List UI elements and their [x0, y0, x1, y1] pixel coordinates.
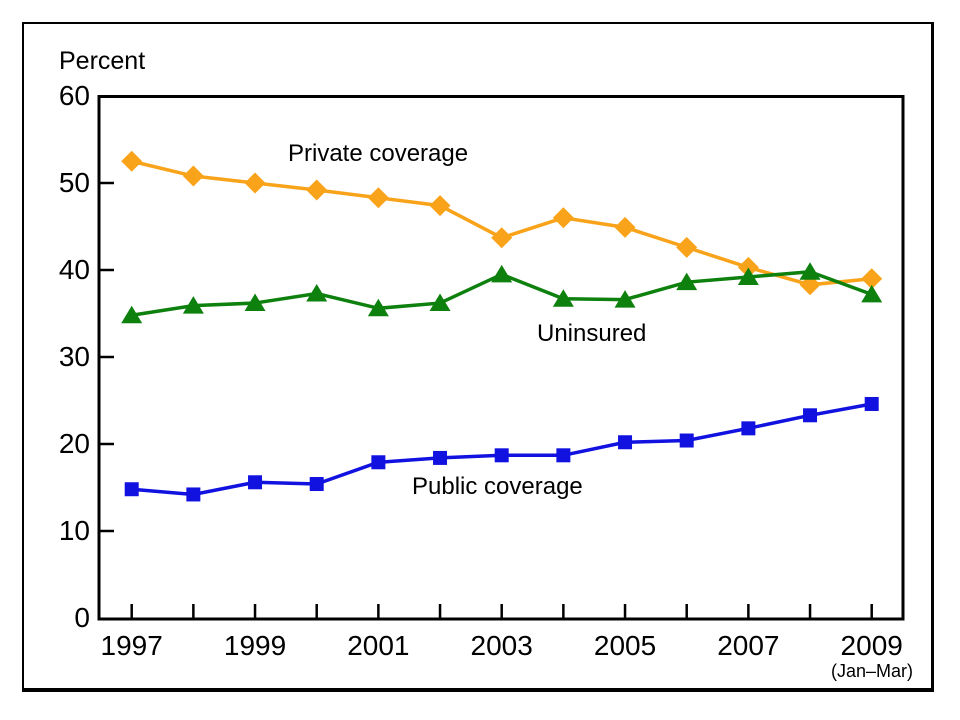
square-marker-public-coverage: [741, 421, 756, 436]
y-tick-label-40: 40: [58, 254, 90, 285]
triangle-marker-uninsured: [552, 289, 574, 307]
diamond-marker-private-coverage: [552, 207, 574, 229]
square-marker-public-coverage: [124, 482, 139, 497]
square-marker-public-coverage: [371, 455, 386, 470]
x-tick-label-1999: 1999: [223, 630, 287, 661]
y-axis-ticks: [100, 181, 114, 533]
diamond-marker-private-coverage: [306, 179, 328, 201]
square-marker-public-coverage: [494, 448, 509, 463]
diamond-marker-private-coverage: [676, 236, 698, 258]
triangle-marker-uninsured: [861, 284, 883, 303]
diamond-marker-private-coverage: [429, 195, 451, 217]
diamond-marker-private-coverage: [614, 216, 636, 238]
x-tick-label-1997: 1997: [100, 630, 163, 661]
x-tick-label-2009: 2009: [840, 630, 903, 661]
diamond-marker-private-coverage: [244, 172, 266, 194]
triangle-marker-uninsured: [182, 296, 204, 314]
diamond-marker-private-coverage: [182, 165, 204, 187]
plot-area-border: [97, 95, 905, 621]
x-axis-ticks: [130, 604, 873, 618]
square-marker-public-coverage: [556, 448, 571, 463]
series-public-coverage: [124, 396, 879, 502]
y-tick-label-0: 0: [74, 602, 90, 633]
square-marker-public-coverage: [433, 450, 448, 465]
diamond-marker-private-coverage: [737, 256, 759, 278]
triangle-marker-uninsured: [614, 290, 636, 308]
triangle-marker-uninsured: [121, 305, 143, 324]
square-marker-public-coverage: [679, 433, 694, 448]
diamond-marker-private-coverage: [367, 187, 389, 209]
y-axis-title: Percent: [59, 47, 146, 75]
diamond-marker-private-coverage: [861, 268, 883, 290]
y-tick-label-50: 50: [58, 167, 90, 198]
square-marker-public-coverage: [864, 396, 879, 411]
triangle-marker-uninsured: [737, 267, 759, 285]
triangle-marker-uninsured: [429, 293, 451, 312]
diamond-marker-private-coverage: [121, 150, 143, 172]
y-tick-label-30: 30: [58, 341, 90, 372]
triangle-marker-uninsured: [799, 262, 821, 280]
square-marker-public-coverage: [186, 487, 201, 502]
figure-border: [22, 22, 934, 692]
y-tick-label-20: 20: [58, 428, 90, 459]
triangle-marker-uninsured: [306, 283, 328, 302]
x-tick-label-2001: 2001: [347, 630, 410, 661]
x-tick-label-2007: 2007: [717, 630, 780, 661]
square-marker-public-coverage: [618, 435, 633, 450]
x-axis-period-note: (Jan–Mar): [830, 661, 914, 681]
square-marker-public-coverage: [309, 477, 324, 492]
square-marker-public-coverage: [248, 475, 263, 490]
y-tick-label-10: 10: [58, 515, 90, 546]
series-label-private-coverage: Private coverage: [288, 140, 469, 167]
triangle-marker-uninsured: [676, 272, 698, 291]
square-marker-public-coverage: [803, 408, 818, 423]
diamond-marker-private-coverage: [491, 227, 513, 249]
x-tick-label-2005: 2005: [593, 630, 657, 661]
series-private-coverage: [121, 150, 883, 296]
series-uninsured: [121, 262, 883, 324]
series-label-uninsured: Uninsured: [537, 320, 647, 347]
triangle-marker-uninsured: [244, 293, 266, 312]
triangle-marker-uninsured: [491, 264, 513, 283]
triangle-marker-uninsured: [367, 298, 389, 317]
x-tick-label-2003: 2003: [470, 630, 533, 661]
y-tick-label-60: 60: [58, 80, 90, 111]
series-label-public-coverage: Public coverage: [412, 473, 583, 500]
